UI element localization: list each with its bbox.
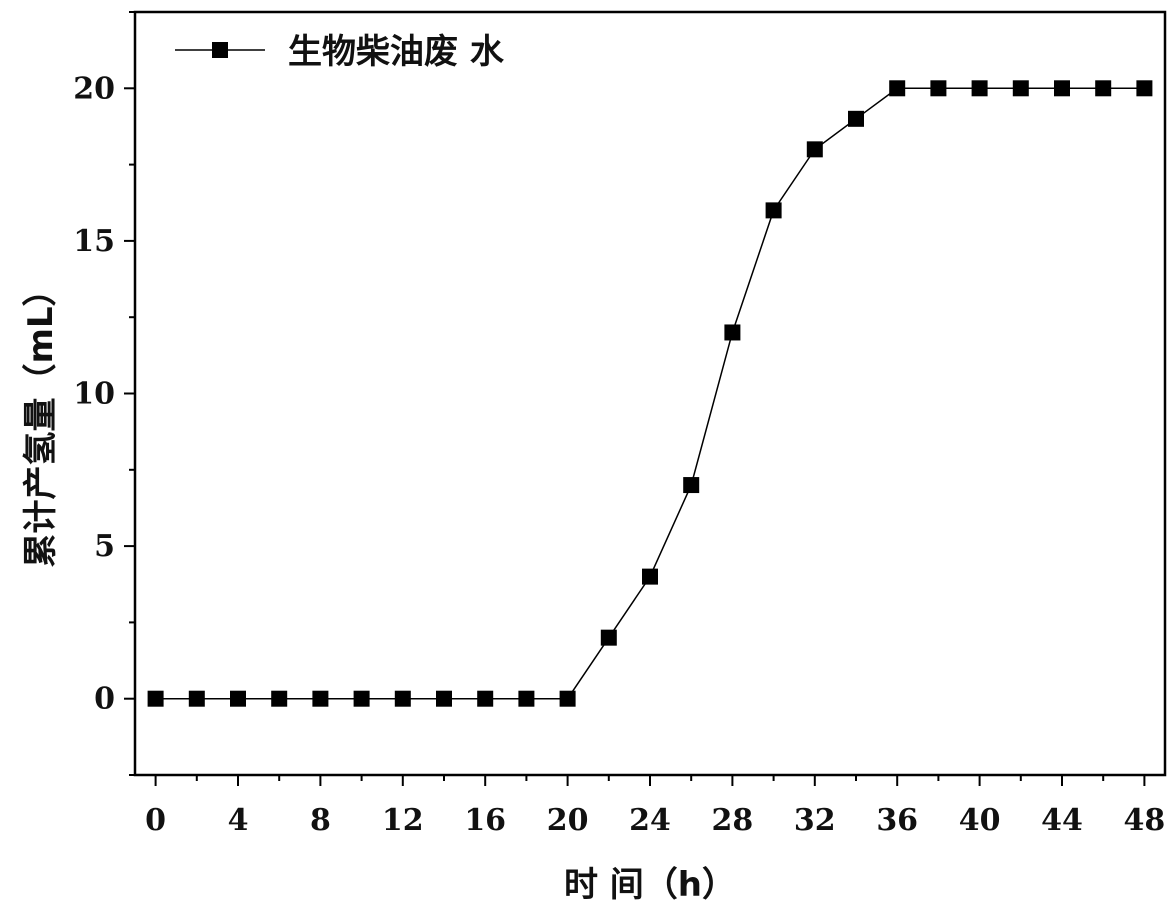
data-point	[230, 690, 246, 707]
legend: 生物柴油废 水	[175, 32, 505, 72]
data-point	[518, 690, 535, 707]
series-line	[155, 87, 1145, 700]
x-tick-label: 8	[310, 803, 331, 838]
x-tick-label: 36	[876, 803, 918, 838]
data-point	[312, 690, 329, 707]
y-tick-label: 20	[73, 71, 115, 106]
x-tick-label: 40	[959, 803, 1001, 838]
plot-frame	[133, 10, 1167, 777]
data-point	[642, 568, 658, 585]
data-point	[394, 690, 411, 707]
y-axis-title: 累计产氢量（mL）	[21, 272, 61, 567]
legend-marker	[212, 42, 228, 58]
data-point	[1012, 80, 1029, 97]
x-tick-label: 20	[547, 803, 589, 838]
data-point	[559, 690, 576, 707]
data-point	[1136, 80, 1153, 97]
data-point	[600, 629, 617, 646]
x-tick-label: 48	[1124, 803, 1166, 838]
y-axis-ticks: 0 5 10 15 20	[73, 11, 135, 776]
data-point	[271, 690, 288, 707]
x-tick-label: 24	[629, 803, 671, 838]
x-tick-label: 0	[145, 803, 166, 838]
data-point	[889, 80, 906, 97]
x-axis-ticks: 0 4 8 12 16 20 24 28 32 36 40 44 48	[145, 775, 1165, 838]
data-point	[806, 141, 823, 158]
data-point	[930, 80, 947, 97]
data-point	[971, 80, 988, 97]
series-layer	[147, 80, 1153, 707]
x-axis-title: 时 间（h）	[564, 865, 736, 905]
x-tick-label: 4	[228, 803, 249, 838]
y-tick-label: 5	[94, 529, 115, 564]
data-point	[1095, 80, 1112, 97]
data-point	[188, 690, 205, 707]
data-point	[848, 110, 864, 127]
x-tick-label: 44	[1041, 803, 1083, 838]
data-point	[477, 690, 494, 707]
x-tick-label: 32	[794, 803, 836, 838]
data-point	[353, 690, 370, 707]
data-point	[724, 324, 741, 341]
y-tick-label: 15	[73, 224, 115, 259]
x-tick-label: 28	[712, 803, 754, 838]
data-point	[436, 690, 452, 707]
y-tick-label: 0	[94, 682, 115, 717]
x-tick-label: 12	[382, 803, 424, 838]
data-point	[683, 477, 700, 494]
data-point	[765, 202, 782, 219]
data-point	[1054, 80, 1070, 97]
legend-label: 生物柴油废 水	[288, 32, 505, 72]
x-tick-label: 16	[464, 803, 506, 838]
data-point	[147, 690, 164, 707]
y-tick-label: 10	[73, 377, 115, 412]
